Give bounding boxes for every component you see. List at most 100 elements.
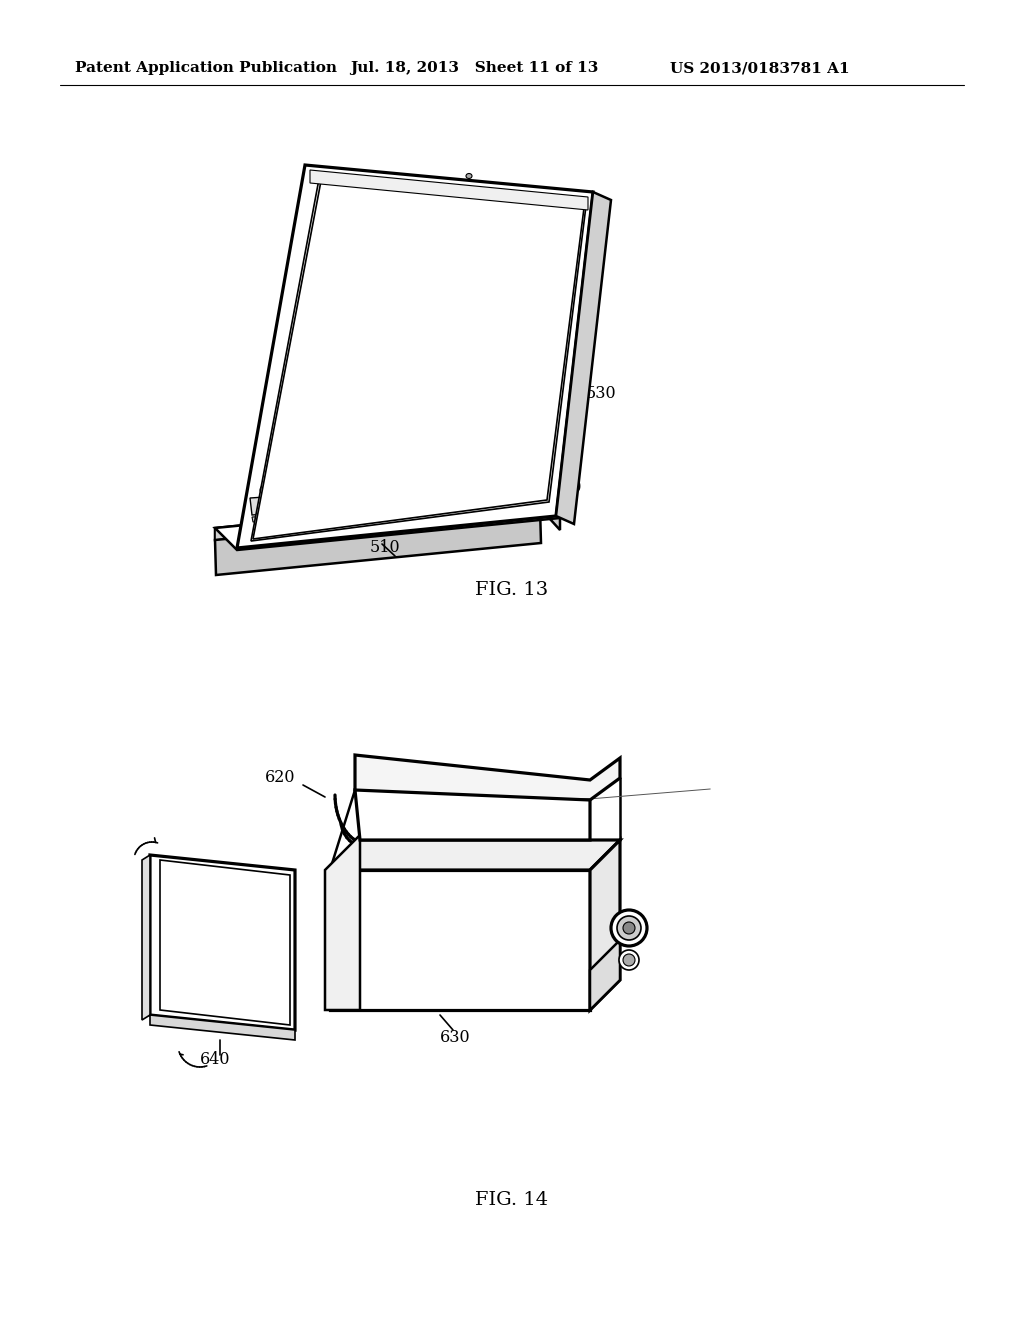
Circle shape <box>623 954 635 966</box>
Polygon shape <box>364 498 377 502</box>
Polygon shape <box>416 470 426 475</box>
Polygon shape <box>313 488 326 492</box>
Polygon shape <box>437 488 451 492</box>
Polygon shape <box>378 508 390 512</box>
Polygon shape <box>508 490 521 494</box>
Polygon shape <box>343 504 356 508</box>
Polygon shape <box>150 1015 295 1040</box>
Polygon shape <box>422 483 434 487</box>
Polygon shape <box>251 180 586 541</box>
Polygon shape <box>252 516 275 521</box>
Polygon shape <box>381 496 394 500</box>
Polygon shape <box>506 496 519 500</box>
Text: 630: 630 <box>440 1030 471 1047</box>
Polygon shape <box>307 507 321 511</box>
Polygon shape <box>492 484 505 490</box>
Polygon shape <box>287 513 300 517</box>
Text: FIG. 14: FIG. 14 <box>475 1191 549 1209</box>
Polygon shape <box>324 511 336 515</box>
Polygon shape <box>215 496 540 540</box>
Polygon shape <box>435 494 449 498</box>
Circle shape <box>611 909 647 946</box>
Polygon shape <box>310 170 588 210</box>
Polygon shape <box>482 467 494 473</box>
Polygon shape <box>359 510 373 513</box>
Polygon shape <box>540 496 560 531</box>
Polygon shape <box>454 492 467 498</box>
Polygon shape <box>326 506 338 510</box>
Text: Patent Application Publication: Patent Application Publication <box>75 61 337 75</box>
Polygon shape <box>470 498 482 502</box>
Polygon shape <box>590 840 620 1010</box>
Circle shape <box>617 916 641 940</box>
Polygon shape <box>289 507 302 511</box>
Polygon shape <box>433 500 446 504</box>
Polygon shape <box>456 487 469 491</box>
Polygon shape <box>512 478 525 482</box>
Polygon shape <box>298 475 308 480</box>
Polygon shape <box>253 181 584 539</box>
Polygon shape <box>355 755 620 800</box>
Polygon shape <box>500 466 510 473</box>
Polygon shape <box>398 470 410 477</box>
Polygon shape <box>305 512 318 516</box>
Polygon shape <box>432 469 443 475</box>
Polygon shape <box>215 496 560 550</box>
Polygon shape <box>399 496 413 500</box>
Polygon shape <box>439 482 453 486</box>
Polygon shape <box>332 474 342 479</box>
Polygon shape <box>485 503 499 507</box>
Text: 520: 520 <box>552 479 583 496</box>
Polygon shape <box>590 940 620 1010</box>
Polygon shape <box>379 503 392 507</box>
Polygon shape <box>327 499 340 503</box>
Polygon shape <box>458 480 471 484</box>
Polygon shape <box>468 504 481 508</box>
Polygon shape <box>237 165 593 548</box>
Polygon shape <box>385 484 398 488</box>
Text: US 2013/0183781 A1: US 2013/0183781 A1 <box>670 61 850 75</box>
Polygon shape <box>311 494 324 499</box>
Polygon shape <box>487 498 501 502</box>
Polygon shape <box>494 479 507 483</box>
Polygon shape <box>330 870 590 1010</box>
Polygon shape <box>355 789 590 840</box>
Circle shape <box>618 950 639 970</box>
Polygon shape <box>489 491 503 495</box>
Polygon shape <box>366 491 378 495</box>
Circle shape <box>260 484 270 495</box>
Polygon shape <box>418 495 430 499</box>
Polygon shape <box>314 474 326 480</box>
Polygon shape <box>325 836 360 1010</box>
Polygon shape <box>466 467 476 474</box>
Ellipse shape <box>466 173 472 178</box>
Polygon shape <box>431 506 444 510</box>
Polygon shape <box>401 490 415 494</box>
Polygon shape <box>365 473 376 478</box>
Text: 530: 530 <box>586 384 616 401</box>
Polygon shape <box>452 499 465 503</box>
Text: 610: 610 <box>559 797 590 814</box>
Polygon shape <box>160 861 290 1026</box>
Text: Jul. 18, 2013   Sheet 11 of 13: Jul. 18, 2013 Sheet 11 of 13 <box>350 61 598 75</box>
Polygon shape <box>142 855 150 1020</box>
Polygon shape <box>348 473 359 479</box>
Polygon shape <box>420 488 432 492</box>
Polygon shape <box>414 507 427 511</box>
Polygon shape <box>309 500 323 504</box>
Polygon shape <box>349 487 362 491</box>
Polygon shape <box>215 508 541 576</box>
Text: 620: 620 <box>265 770 296 787</box>
Polygon shape <box>472 492 484 496</box>
Polygon shape <box>382 471 392 478</box>
Polygon shape <box>476 480 488 484</box>
Text: 640: 640 <box>200 1052 230 1068</box>
Polygon shape <box>291 502 304 506</box>
Polygon shape <box>331 487 344 491</box>
Polygon shape <box>510 484 523 488</box>
Polygon shape <box>556 191 611 524</box>
Polygon shape <box>395 508 409 512</box>
Polygon shape <box>347 492 360 496</box>
Polygon shape <box>397 502 411 506</box>
Polygon shape <box>504 502 517 507</box>
